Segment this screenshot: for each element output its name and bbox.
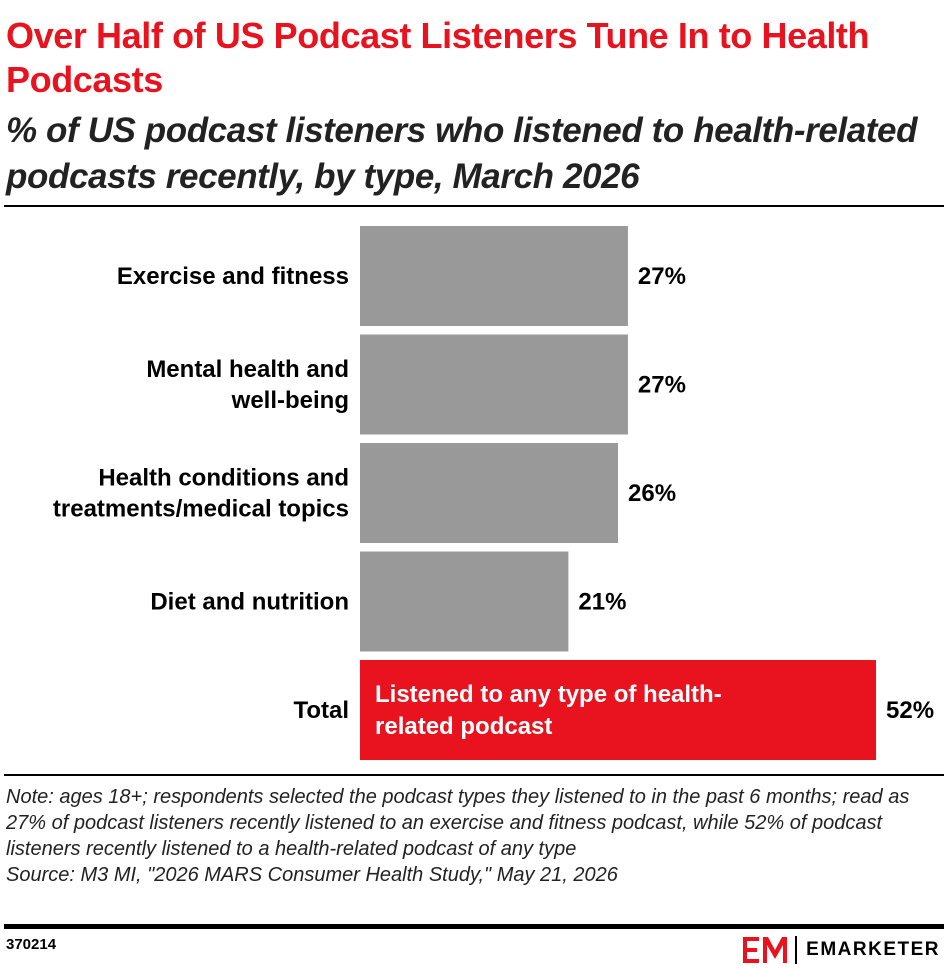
bar: [360, 443, 618, 543]
bar: [360, 226, 628, 326]
category-label: Exercise and fitness: [117, 263, 349, 290]
chart-title: Over Half of US Podcast Listeners Tune I…: [6, 15, 870, 100]
brand: EMARKETER: [743, 934, 940, 966]
notes-divider: [4, 774, 944, 776]
category-label: Total: [293, 697, 349, 724]
category-label: well-being: [231, 387, 349, 414]
notes-block: Note: ages 18+; respondents selected the…: [6, 784, 936, 888]
value-label: 27%: [638, 263, 686, 290]
bar-inner-label: Listened to any type of health-: [375, 681, 722, 708]
value-label: 26%: [628, 480, 676, 507]
brand-separator: [795, 936, 798, 964]
bar-chart: Exercise and fitness 27% Mental health and…: [53, 226, 934, 760]
chart-id: 370214: [6, 936, 57, 953]
category-label: Health conditions and: [98, 465, 349, 492]
bar-inner-label: related podcast: [375, 713, 552, 740]
bar: [360, 551, 569, 652]
value-label: 27%: [638, 372, 686, 399]
category-label: Diet and nutrition: [150, 589, 349, 616]
bar: [360, 660, 876, 760]
note-text: Note: ages 18+; respondents selected the…: [6, 786, 910, 860]
footer-divider: [4, 924, 944, 929]
chart-subtitle: % of US podcast listeners who listened t…: [6, 111, 918, 196]
category-label: Mental health and: [146, 356, 349, 383]
bar: [360, 334, 628, 435]
value-label: 21%: [578, 589, 626, 616]
brand-name: EMARKETER: [806, 939, 940, 960]
em-logo-icon: [743, 937, 788, 963]
top-divider: [4, 205, 944, 207]
category-label: treatments/medical topics: [53, 496, 349, 523]
source-text: Source: M3 MI, "2026 MARS Consumer Healt…: [6, 864, 618, 886]
value-label: 52%: [886, 697, 934, 724]
